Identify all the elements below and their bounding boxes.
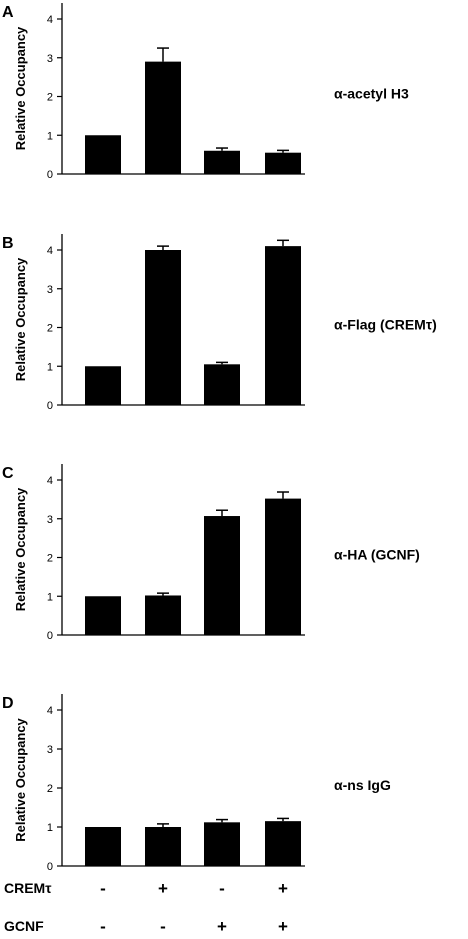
y-tick-label: 0: [47, 861, 53, 873]
bar: [85, 827, 121, 866]
bar: [265, 246, 301, 405]
y-axis-label: Relative Occupancy: [13, 487, 28, 611]
y-tick-label: 0: [47, 169, 53, 181]
bar: [265, 821, 301, 866]
condition-sign: +: [278, 917, 288, 936]
y-tick-label: 2: [47, 92, 53, 104]
antibody-label: α-acetyl H3: [334, 86, 409, 102]
y-tick-label: 3: [47, 284, 53, 296]
y-tick-label: 1: [47, 822, 53, 834]
y-axis-label: Relative Occupancy: [13, 257, 28, 381]
y-tick-label: 0: [47, 400, 53, 412]
y-tick-label: 1: [47, 591, 53, 603]
bar: [204, 364, 240, 405]
y-tick-label: 4: [47, 475, 53, 487]
condition-sign: -: [160, 917, 166, 936]
y-tick-label: 1: [47, 361, 53, 373]
bar: [265, 152, 301, 174]
bar: [204, 822, 240, 866]
bar: [204, 150, 240, 174]
y-tick-label: 2: [47, 783, 53, 795]
condition-sign: -: [219, 879, 225, 898]
y-tick-label: 4: [47, 14, 53, 26]
y-axis-label: Relative Occupancy: [13, 26, 28, 150]
bar: [85, 596, 121, 635]
bar: [145, 61, 181, 174]
antibody-label: α-ns IgG: [334, 777, 391, 793]
panel-letter: D: [2, 695, 14, 712]
bar: [145, 595, 181, 635]
y-tick-label: 4: [47, 705, 53, 717]
condition-sign: -: [100, 879, 106, 898]
y-axis-label: Relative Occupancy: [13, 717, 28, 841]
y-tick-label: 4: [47, 245, 53, 257]
condition-label: GCNF: [4, 918, 44, 934]
bar: [85, 366, 121, 405]
condition-label: CREMτ: [4, 880, 52, 896]
antibody-label: α-Flag (CREMτ): [334, 317, 437, 333]
y-tick-label: 2: [47, 553, 53, 565]
panel-letter: C: [2, 465, 14, 482]
condition-sign: +: [158, 879, 168, 898]
condition-sign: -: [100, 917, 106, 936]
bar: [145, 250, 181, 405]
panel-letter: A: [2, 4, 14, 21]
y-tick-label: 2: [47, 323, 53, 335]
panel-letter: B: [2, 235, 14, 252]
bar: [145, 827, 181, 866]
y-tick-label: 1: [47, 130, 53, 142]
y-tick-label: 3: [47, 514, 53, 526]
antibody-label: α-HA (GCNF): [334, 547, 420, 563]
bar: [265, 498, 301, 635]
y-tick-label: 3: [47, 744, 53, 756]
bar: [85, 135, 121, 174]
bar: [204, 516, 240, 635]
y-tick-label: 3: [47, 53, 53, 65]
condition-sign: +: [217, 917, 227, 936]
condition-sign: +: [278, 879, 288, 898]
y-tick-label: 0: [47, 630, 53, 642]
